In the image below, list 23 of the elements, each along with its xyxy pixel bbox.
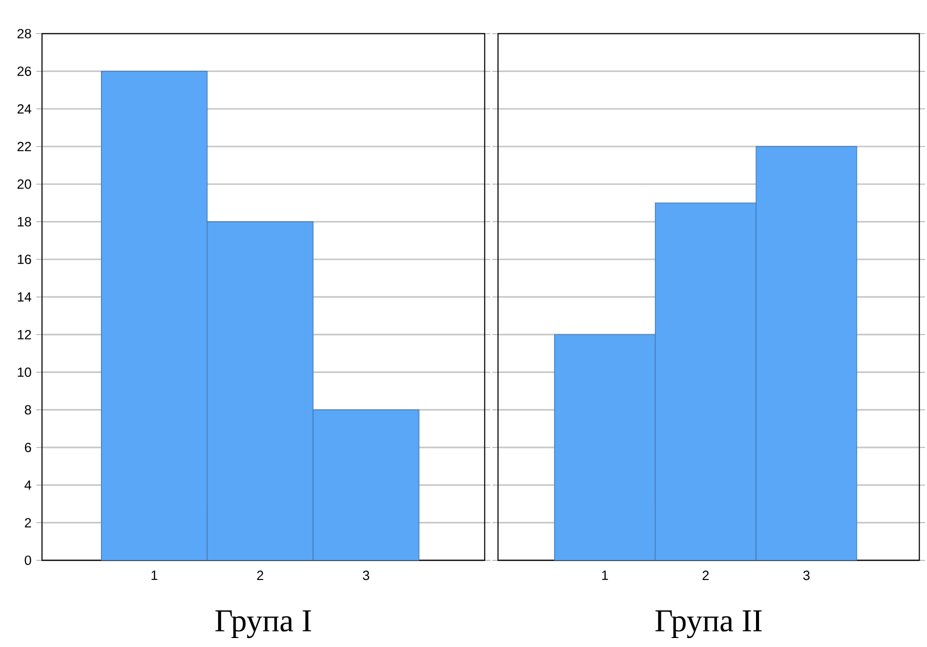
text: Група II xyxy=(655,610,762,638)
y-tick-label: 26 xyxy=(18,66,32,76)
y-tick-label: 12 xyxy=(18,330,31,340)
y-tick-label: 18 xyxy=(18,217,32,226)
y-tick-label: 16 xyxy=(18,254,32,264)
y-tick-label: 4 xyxy=(24,480,32,490)
y-tick-label: 28 xyxy=(18,28,32,38)
x-tick-label: 2 xyxy=(257,570,264,580)
x-tick-label: 3 xyxy=(803,570,810,580)
y-tick-label: 24 xyxy=(18,104,32,114)
y-tick-label: 20 xyxy=(18,179,32,189)
text: Група I xyxy=(215,610,312,638)
y-tick-label: 8 xyxy=(24,405,32,415)
y-tick-label: 6 xyxy=(24,442,32,452)
y-tick-label: 10 xyxy=(18,368,32,377)
x-tick-label: 2 xyxy=(702,570,709,580)
y-tick-label: 2 xyxy=(24,518,31,528)
y-tick-label: 22 xyxy=(18,142,31,152)
x-tick-label: 1 xyxy=(152,570,158,580)
y-tick-label: 14 xyxy=(18,292,32,302)
y-tick-label: 0 xyxy=(24,556,32,566)
x-tick-label: 1 xyxy=(602,570,608,580)
x-tick-label: 3 xyxy=(362,570,370,580)
